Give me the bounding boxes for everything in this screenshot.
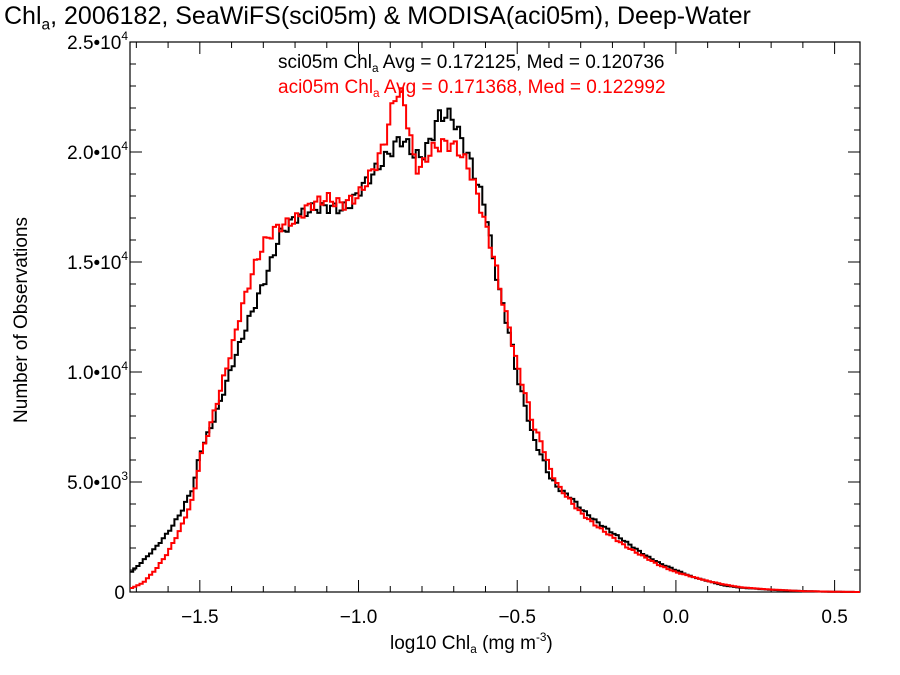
x-tick-label: −0.5 — [498, 607, 536, 628]
stats-aci05m: aci05m Chla Avg = 0.171368, Med = 0.1229… — [278, 77, 666, 99]
x-tick-label: 0.5 — [821, 607, 847, 628]
plot-frame — [129, 41, 861, 593]
y-tick-label: 0 — [114, 583, 125, 604]
title-subscript: a — [41, 16, 51, 34]
y-tick-label: 1.0•104 — [67, 359, 128, 384]
x-axis-label-sup: -3 — [535, 630, 547, 644]
stats-aci05m-pre: aci05m Chl — [278, 77, 374, 98]
y-tick-label: 1.5•104 — [67, 249, 128, 274]
x-tick-label: −1.0 — [340, 607, 378, 628]
title-rest: , 2006182, SeaWiFS(sci05m) & MODISA(aci0… — [50, 2, 751, 30]
chart-title: Chla, 2006182, SeaWiFS(sci05m) & MODISA(… — [4, 2, 751, 34]
stats-aci05m-sub: a — [373, 87, 380, 101]
axis-ticks — [130, 41, 860, 593]
series-aci05m-line — [130, 87, 860, 593]
stats-sci05m-pre: sci05m Chl — [278, 52, 372, 73]
x-axis-label-sub: a — [470, 643, 477, 657]
x-axis-label: log10 Chla (mg m-3) — [390, 630, 553, 657]
y-tick-label: 2.0•104 — [67, 139, 128, 164]
title-prefix: Chl — [4, 2, 42, 30]
axis-tick-labels: −1.5 −1.0 −0.5 0.0 0.5 0 5.0•103 1.0•104 1.5•104… — [67, 29, 848, 628]
stats-sci05m: sci05m Chla Avg = 0.172125, Med = 0.1207… — [278, 52, 664, 74]
stats-aci05m-post: Avg = 0.171368, Med = 0.122992 — [379, 77, 666, 98]
series-sci05m-line — [130, 107, 860, 593]
y-tick-label: 2.5•104 — [67, 29, 128, 54]
x-axis-label-pre: log10 Chl — [390, 633, 471, 654]
x-tick-label: 0.0 — [663, 607, 689, 628]
series-layer — [130, 87, 860, 593]
x-axis-label-post: ) — [546, 633, 553, 654]
y-tick-label: 5.0•103 — [67, 469, 128, 494]
stats-sci05m-post: Avg = 0.172125, Med = 0.120736 — [378, 52, 665, 73]
stats-sci05m-sub: a — [371, 62, 379, 76]
x-axis-label-mid: (mg m — [476, 633, 536, 654]
x-tick-label: −1.5 — [181, 607, 219, 628]
y-axis-label: Number of Observations — [11, 217, 32, 423]
